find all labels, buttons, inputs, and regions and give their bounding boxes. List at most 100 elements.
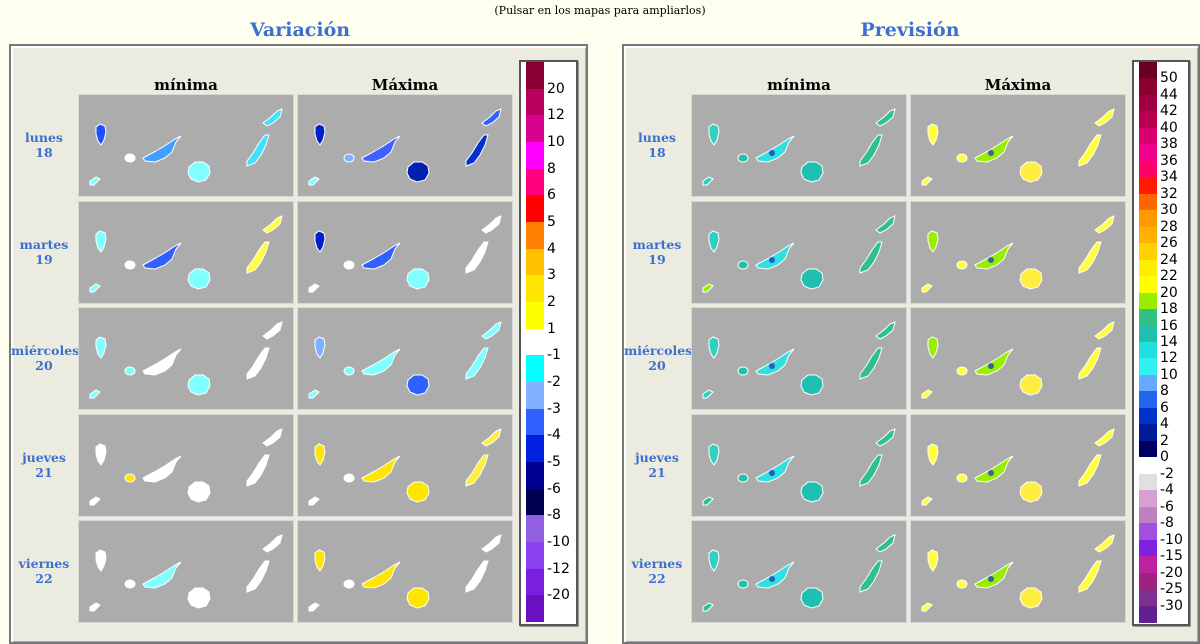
scale-label: -2	[547, 374, 561, 390]
scale-swatch	[526, 302, 544, 329]
scale-label: -10	[1160, 531, 1183, 548]
island-lapalma	[708, 549, 720, 572]
forecast-color-scale: 50 44 42 40 38 36 34 32 30 28 26 24 22 20 18 16 14 12 10 8 6…	[1132, 60, 1190, 626]
scale-label: 12	[1160, 350, 1178, 367]
island-fuerte	[465, 134, 489, 167]
scale-swatch	[526, 462, 544, 489]
island-lapalma	[95, 549, 107, 572]
forecast-map-max-day-3[interactable]	[910, 413, 1126, 517]
scale-label: 6	[547, 187, 556, 204]
canary-islands-map-svg	[89, 534, 283, 612]
map-hint: (Pulsar en los mapas para ampliarlos)	[494, 4, 706, 17]
scale-swatch	[1139, 144, 1157, 162]
variation-map-min-day-1[interactable]	[78, 200, 294, 304]
forecast-map-min-day-2[interactable]	[691, 307, 907, 410]
scale-swatch	[526, 542, 544, 569]
canary-islands-map-svg	[308, 427, 502, 505]
scale-swatch	[526, 195, 544, 223]
day-number: 22	[35, 571, 53, 586]
day-name: jueves	[635, 449, 679, 465]
scale-swatch	[1139, 111, 1157, 129]
scale-swatch	[526, 275, 544, 303]
island-tenerife	[361, 348, 401, 376]
island-lanz	[262, 534, 283, 553]
scale-swatch	[1139, 572, 1157, 590]
forecast-map-min-day-3[interactable]	[691, 413, 907, 517]
day-number: 20	[648, 358, 666, 373]
island-tenerife	[142, 455, 182, 483]
variation-map-min-day-2[interactable]	[78, 307, 294, 410]
scale-swatch	[526, 408, 544, 436]
scale-swatch	[1139, 276, 1157, 294]
island-grancan	[800, 161, 824, 183]
island-lanz	[1094, 214, 1115, 234]
scale-label: -10	[547, 534, 570, 550]
variation-map-min-day-4[interactable]	[78, 520, 294, 623]
island-grancan	[406, 587, 430, 609]
variation-map-max-day-1[interactable]	[297, 200, 513, 304]
day-number: 21	[648, 464, 666, 480]
scale-label: 8	[547, 160, 556, 177]
island-lapalma	[708, 229, 720, 253]
forecast-map-max-day-1[interactable]	[910, 200, 1126, 304]
scale-label: 20	[547, 80, 565, 97]
island-lapalma	[708, 442, 720, 466]
island-lapalma	[708, 123, 720, 146]
day-number: 18	[648, 145, 666, 160]
canary-islands-map-svg	[702, 534, 896, 612]
forecast-map-max-day-0[interactable]	[910, 94, 1126, 197]
variation-map-max-day-0[interactable]	[297, 94, 513, 197]
island-hierro	[921, 602, 933, 612]
day-name: miércoles	[624, 343, 693, 358]
variation-map-max-day-2[interactable]	[297, 307, 513, 410]
forecast-map-min-day-0[interactable]	[691, 94, 907, 197]
island-hierro	[921, 282, 933, 292]
island-lanz	[481, 214, 502, 234]
variation-map-max-day-4[interactable]	[297, 520, 513, 623]
variation-map-min-day-0[interactable]	[78, 94, 294, 197]
forecast-map-min-day-1[interactable]	[691, 200, 907, 304]
forecast-map-min-day-4[interactable]	[691, 520, 907, 623]
forecast-map-max-day-4[interactable]	[910, 520, 1126, 623]
day-number: 20	[35, 358, 53, 373]
island-tenerife	[142, 561, 182, 589]
column-header-min: mínima	[767, 76, 831, 94]
island-lanz	[1094, 321, 1115, 340]
scale-swatch	[1139, 210, 1157, 228]
island-hierro	[921, 389, 933, 399]
island-lapalma	[314, 549, 326, 572]
island-fuerte	[465, 454, 489, 487]
day-number: 22	[648, 571, 666, 586]
canary-islands-map-svg	[308, 108, 502, 186]
scale-label: -6	[1160, 498, 1174, 515]
scale-swatch	[1139, 177, 1157, 195]
variation-map-min-day-3[interactable]	[78, 413, 294, 517]
scale-swatch	[1139, 325, 1157, 343]
island-hierro	[702, 176, 714, 186]
canary-islands-map-svg	[921, 108, 1115, 186]
scale-label: 3	[547, 267, 556, 284]
island-hierro	[89, 282, 101, 292]
day-number: 21	[35, 464, 53, 480]
day-label-0: lunes 18	[11, 130, 77, 160]
day-name: martes	[632, 236, 682, 252]
island-tenerife	[361, 561, 401, 589]
island-grancan	[187, 587, 211, 609]
day-name: martes	[19, 236, 69, 252]
island-grancan	[800, 268, 824, 290]
scale-label: 1	[547, 320, 556, 337]
scale-label: 44	[1160, 86, 1178, 103]
island-gomera	[956, 579, 968, 589]
scale-swatch	[526, 382, 544, 409]
island-lapalma	[95, 123, 107, 146]
island-fuerte	[859, 560, 883, 593]
day-name: lunes	[25, 130, 63, 145]
scale-label: 0	[1160, 449, 1169, 466]
forecast-map-max-day-2[interactable]	[910, 307, 1126, 410]
island-gomera	[956, 473, 968, 482]
island-lapalma	[95, 336, 107, 359]
island-gomera	[343, 260, 355, 269]
variation-map-max-day-3[interactable]	[297, 413, 513, 517]
island-tenerife-core	[988, 469, 994, 476]
scale-label: 18	[1160, 301, 1178, 318]
